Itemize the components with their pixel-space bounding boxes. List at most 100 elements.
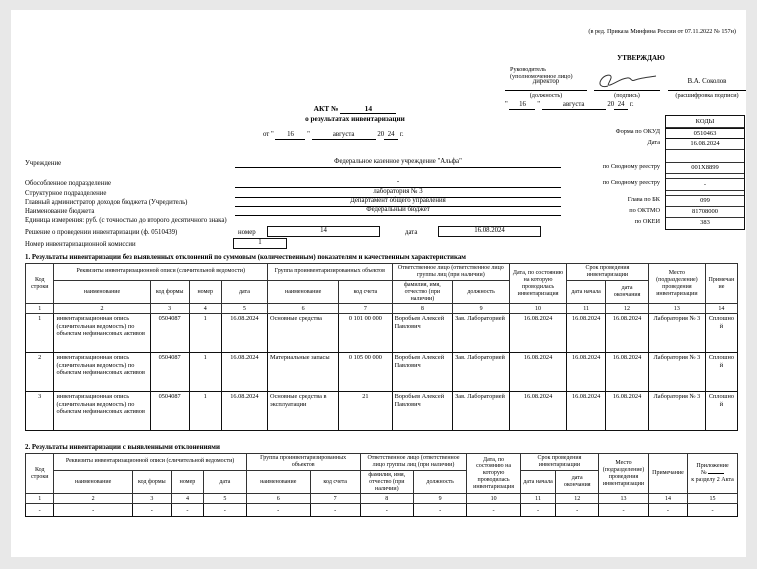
section1-header: Код строки Реквизиты инвентаризационной … (24, 262, 739, 315)
col-name2: наименование (267, 279, 340, 305)
decision-date-value: 16.08.2024 (438, 226, 541, 237)
table-cell: - (412, 503, 468, 518)
act-year-prefix: 20 (377, 131, 385, 138)
column-number-cell: 1 (24, 493, 55, 505)
from-word: от (263, 131, 270, 138)
column-number-cell: 9 (412, 493, 468, 505)
table-cell: 0504087 (149, 313, 190, 354)
col-end-date: дата окончания (605, 279, 649, 305)
col-name: наименование (53, 469, 133, 495)
col-group: Группа проинвентаризированных объектов (245, 453, 361, 471)
table-cell: Зав. Лабораторией (452, 352, 511, 393)
col-responsible: Ответственное лицо (ответственное лицо г… (359, 453, 468, 471)
table-cell: Сплошной (704, 352, 739, 393)
column-number-cell: 11 (519, 493, 557, 505)
institution-value: Федеральное казенное учреждение "Альфа" (235, 158, 561, 168)
col-appendix: Приложение № к разделу 2 Акта (687, 452, 738, 495)
table-cell: 16.08.2024 (566, 352, 607, 393)
admin-value: Департамент общего управления (235, 197, 561, 207)
col-form-code: код формы (149, 279, 190, 305)
col-place: Место (подразделение) проведения инвента… (647, 262, 706, 305)
column-number-cell: 7 (338, 303, 393, 315)
column-number-cell: 7 (309, 493, 361, 505)
col-period: Срок проведения инвентаризации (566, 263, 649, 281)
table-cell: - (598, 503, 649, 518)
col-position: должность (412, 469, 468, 495)
col-number: номер (188, 279, 222, 305)
column-number-cell: 3 (131, 493, 172, 505)
table-cell: 0 101 00 000 (338, 313, 393, 354)
table-cell: 0504087 (149, 391, 190, 432)
col-place: Место (подразделение) проведения инвента… (598, 452, 649, 495)
signature-area (594, 72, 660, 91)
decision-date-label: дата (405, 229, 418, 236)
table-cell: инвентаризационная опись (сличительная в… (53, 352, 151, 393)
column-number-cell: 10 (509, 303, 568, 315)
col-account: код счета (338, 279, 393, 305)
act-number: 14 (340, 104, 397, 114)
approval-date-line: " 16 " августа 20 24 г. (505, 101, 685, 111)
act-date-day: 16 (275, 131, 306, 141)
quote-mark: " (270, 131, 274, 138)
col-name2: наименование (245, 469, 311, 495)
table-cell: 16.08.2024 (566, 391, 607, 432)
act-year: 24 (384, 131, 399, 141)
commission-label: Номер инвентаризационной комиссии (25, 241, 136, 248)
appendix-line3: к разделу 2 Акта (691, 477, 734, 484)
approval-position-value: директор (505, 78, 587, 91)
structural-unit-value: лаборатория № 3 (235, 188, 561, 198)
col-period: Срок проведения инвентаризации (519, 453, 600, 471)
act-label: АКТ № (313, 104, 339, 113)
column-number-cell: 5 (202, 493, 247, 505)
table-cell: 16.08.2024 (220, 352, 269, 393)
col-note: Примечание (704, 262, 739, 305)
col-date: дата (220, 279, 269, 305)
col-code-line: Код строки (24, 262, 55, 305)
column-number-cell: 14 (647, 493, 689, 505)
appendix-line1: Приложение (696, 463, 729, 470)
column-number-cell: 5 (220, 303, 269, 315)
col-note: Примечание (647, 452, 689, 495)
codes-header: КОДЫ (666, 116, 744, 128)
structural-unit-label: Структурное подразделение (25, 190, 107, 197)
approve-word: УТВЕРЖДАЮ (617, 54, 665, 62)
registry2-label: по Сводному реестру (602, 179, 660, 186)
decision-number-label: номер (238, 229, 256, 236)
col-fio: фамилия, имя, отчество (при наличии) (359, 469, 414, 495)
act-date-line: от " 16 " августа 20 24 г. (263, 131, 483, 141)
table-cell: - (53, 503, 133, 518)
table-cell: - (466, 503, 521, 518)
table-row: 1 инвентаризационная опись (сличительная … (24, 313, 739, 354)
table-cell: Материальные запасы (267, 352, 340, 393)
table-cell: Зав. Лабораторией (452, 313, 511, 354)
table-cell: Лаборатория № 3 (647, 391, 706, 432)
approval-signature-caption: (подпись) (614, 92, 640, 99)
table-cell: - (309, 503, 361, 518)
column-number-cell: 6 (267, 303, 340, 315)
approval-position-caption: (должность) (529, 92, 563, 99)
col-requisites: Реквизиты инвентаризационной описи (слич… (53, 263, 269, 281)
table-cell: 16.08.2024 (220, 313, 269, 354)
table-cell: 16.08.2024 (566, 313, 607, 354)
column-number-cell: 13 (598, 493, 649, 505)
table-cell: 2 (24, 352, 55, 393)
column-number-cell: 8 (359, 493, 414, 505)
column-number-cell: 1 (24, 303, 55, 315)
table-cell: 1 (188, 313, 222, 354)
table-cell: Воробьев Алексей Павлович (391, 352, 454, 393)
col-start-date: дата начала (566, 279, 607, 305)
section2-body: --------------- (24, 503, 738, 518)
codes-empty-cell (666, 150, 744, 163)
col-fio: фамилия, имя, отчество (при наличии) (391, 279, 454, 305)
table-cell: 1 (188, 391, 222, 432)
commission-number-value: 1 (233, 238, 287, 249)
table-cell: 0 105 00 000 (338, 352, 393, 393)
institution-label: Учреждение (25, 160, 62, 167)
approval-date-day: 16 (509, 101, 536, 111)
codes-date-value: 16.08.2024 (666, 139, 744, 150)
col-requisites: Реквизиты инвентаризационной описи (слич… (53, 453, 247, 471)
section1-table: Код строки Реквизиты инвентаризационной … (24, 262, 739, 432)
bk-value: 099 (666, 196, 744, 207)
table-cell: Лаборатория № 3 (647, 313, 706, 354)
decision-number-value: 14 (267, 226, 380, 237)
